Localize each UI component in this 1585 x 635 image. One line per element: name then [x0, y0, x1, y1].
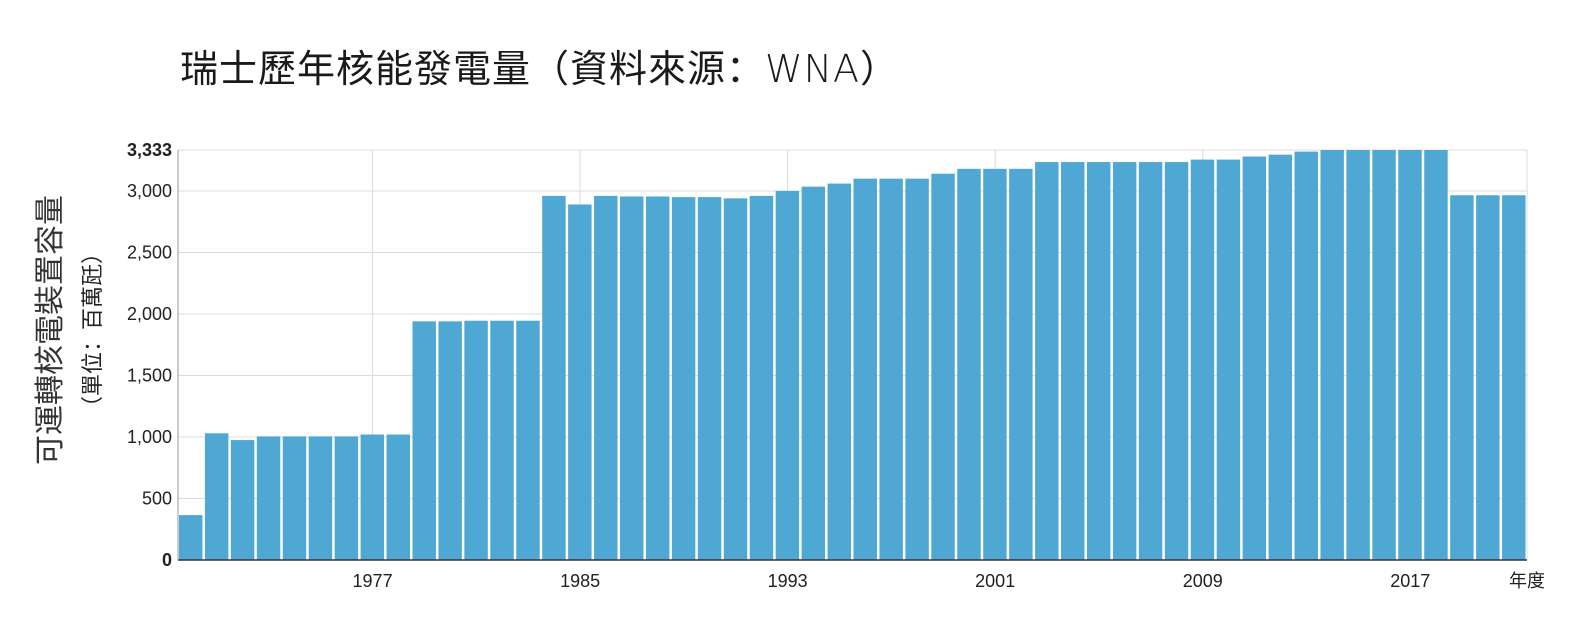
bar	[412, 321, 436, 560]
bar	[801, 186, 826, 561]
bar	[983, 168, 1007, 561]
axes	[177, 150, 1527, 561]
y-tick-label: 1,500	[127, 365, 172, 385]
bar	[204, 433, 229, 560]
bar	[230, 440, 255, 560]
bar	[775, 190, 800, 561]
x-tick-labels: 1977 1985 1993 2001 2009 2017 年度	[353, 571, 1545, 592]
bar	[1320, 150, 1344, 560]
y-tick-label: 3,333	[127, 140, 172, 160]
bar	[1294, 151, 1318, 560]
bar	[542, 195, 566, 560]
y-tick-label: 1,000	[127, 427, 172, 447]
bar	[282, 436, 307, 560]
bar	[1242, 156, 1267, 560]
bar	[334, 436, 359, 560]
bar	[490, 320, 514, 560]
bar	[671, 197, 696, 560]
bar	[464, 320, 488, 560]
bar	[1112, 162, 1137, 560]
bar	[931, 173, 955, 560]
bar	[438, 321, 462, 560]
bar	[1398, 150, 1422, 560]
x-tick-label: 2009	[1183, 571, 1223, 591]
bar	[645, 196, 670, 560]
bar	[1216, 159, 1241, 560]
bar	[1009, 168, 1033, 561]
x-tick-label: 2001	[975, 571, 1015, 591]
bar	[697, 197, 722, 560]
bar	[1035, 162, 1059, 560]
bar	[879, 178, 903, 560]
bar	[1138, 162, 1163, 560]
bar	[1164, 162, 1189, 560]
bar	[516, 320, 540, 560]
bar	[308, 436, 333, 560]
bar	[568, 204, 592, 560]
x-tick-label: 2017	[1390, 571, 1430, 591]
bar	[957, 168, 981, 561]
bar	[1190, 159, 1215, 560]
bars	[179, 150, 1526, 561]
x-tick-label: 1985	[560, 571, 600, 591]
bar	[386, 434, 410, 560]
bar	[179, 515, 203, 560]
bar	[1346, 150, 1370, 560]
bar	[1502, 195, 1526, 560]
bar	[827, 183, 851, 561]
bar	[749, 195, 774, 560]
bar	[1061, 162, 1085, 560]
x-tick-label: 1977	[353, 571, 393, 591]
y-tick-label: 3,000	[127, 181, 172, 201]
bar	[1424, 150, 1448, 560]
bar	[1372, 150, 1396, 560]
bar	[723, 198, 748, 560]
bar	[256, 436, 281, 560]
y-tick-label: 2,000	[127, 304, 172, 324]
bar	[1476, 195, 1500, 560]
bar	[1450, 195, 1474, 560]
x-axis-unit: 年度	[1509, 571, 1545, 592]
y-tick-label: 0	[162, 550, 172, 570]
y-tick-labels: 0 500 1,000 1,500 2,000 2,500 3,000 3,333	[127, 140, 172, 570]
bar	[1086, 162, 1111, 560]
x-tick-label: 1993	[768, 571, 808, 591]
bar	[360, 434, 385, 560]
y-tick-label: 2,500	[127, 242, 172, 262]
bar	[594, 195, 618, 560]
bar	[1268, 154, 1293, 560]
bar	[620, 196, 644, 560]
bar	[905, 178, 929, 560]
bar	[853, 178, 877, 560]
y-tick-label: 500	[142, 488, 172, 508]
chart-title: 瑞士歷年核能發電量（資料來源：WNA）	[180, 47, 899, 91]
